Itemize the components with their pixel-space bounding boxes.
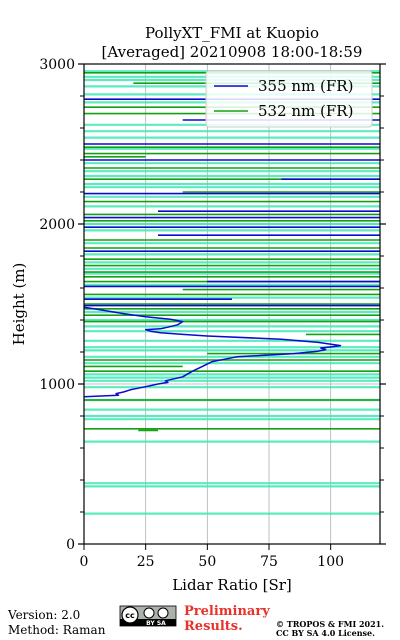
plot-frame xyxy=(83,63,381,545)
y-tick-label: 0 xyxy=(66,537,75,553)
legend-label-532: 532 nm (FR) xyxy=(258,102,353,120)
y-tick-label: 3000 xyxy=(39,57,75,73)
y-axis-label: Height (m) xyxy=(10,263,28,346)
preliminary-line-1: Preliminary xyxy=(184,604,270,619)
x-tick-label: 50 xyxy=(198,554,216,570)
chart-title: PollyXT_FMI at Kuopio xyxy=(145,24,319,42)
chart-subtitle: [Averaged] 20210908 18:00-18:59 xyxy=(102,43,363,61)
cc-by-sa-icon: cc BY SA xyxy=(119,605,177,627)
series-355-profile xyxy=(84,306,342,398)
legend: 355 nm (FR) 532 nm (FR) xyxy=(205,70,373,128)
legend-label-355: 355 nm (FR) xyxy=(258,77,353,95)
x-tick-label: 25 xyxy=(137,554,155,570)
svg-text:cc: cc xyxy=(125,611,135,620)
series-532-segments xyxy=(84,72,380,432)
series-line-0 xyxy=(84,306,342,398)
x-tick-label: 75 xyxy=(260,554,278,570)
x-tick-label: 100 xyxy=(317,554,344,570)
preliminary-line-2: Results. xyxy=(184,619,243,634)
version-text: Version: 2.0 xyxy=(7,608,80,622)
y-tick-label: 2000 xyxy=(39,217,75,233)
method-text: Method: Raman xyxy=(8,623,106,637)
x-tick-label: 0 xyxy=(80,554,89,570)
copyright-line-2: CC BY SA 4.0 License. xyxy=(276,628,375,638)
y-tick-label: 1000 xyxy=(39,377,75,393)
copyright-line-1: © TROPOS & FMI 2021. xyxy=(276,619,384,629)
cc-badge-text: BY SA xyxy=(146,620,166,627)
legend-box xyxy=(205,70,373,128)
x-axis-label: Lidar Ratio [Sr] xyxy=(172,576,292,594)
